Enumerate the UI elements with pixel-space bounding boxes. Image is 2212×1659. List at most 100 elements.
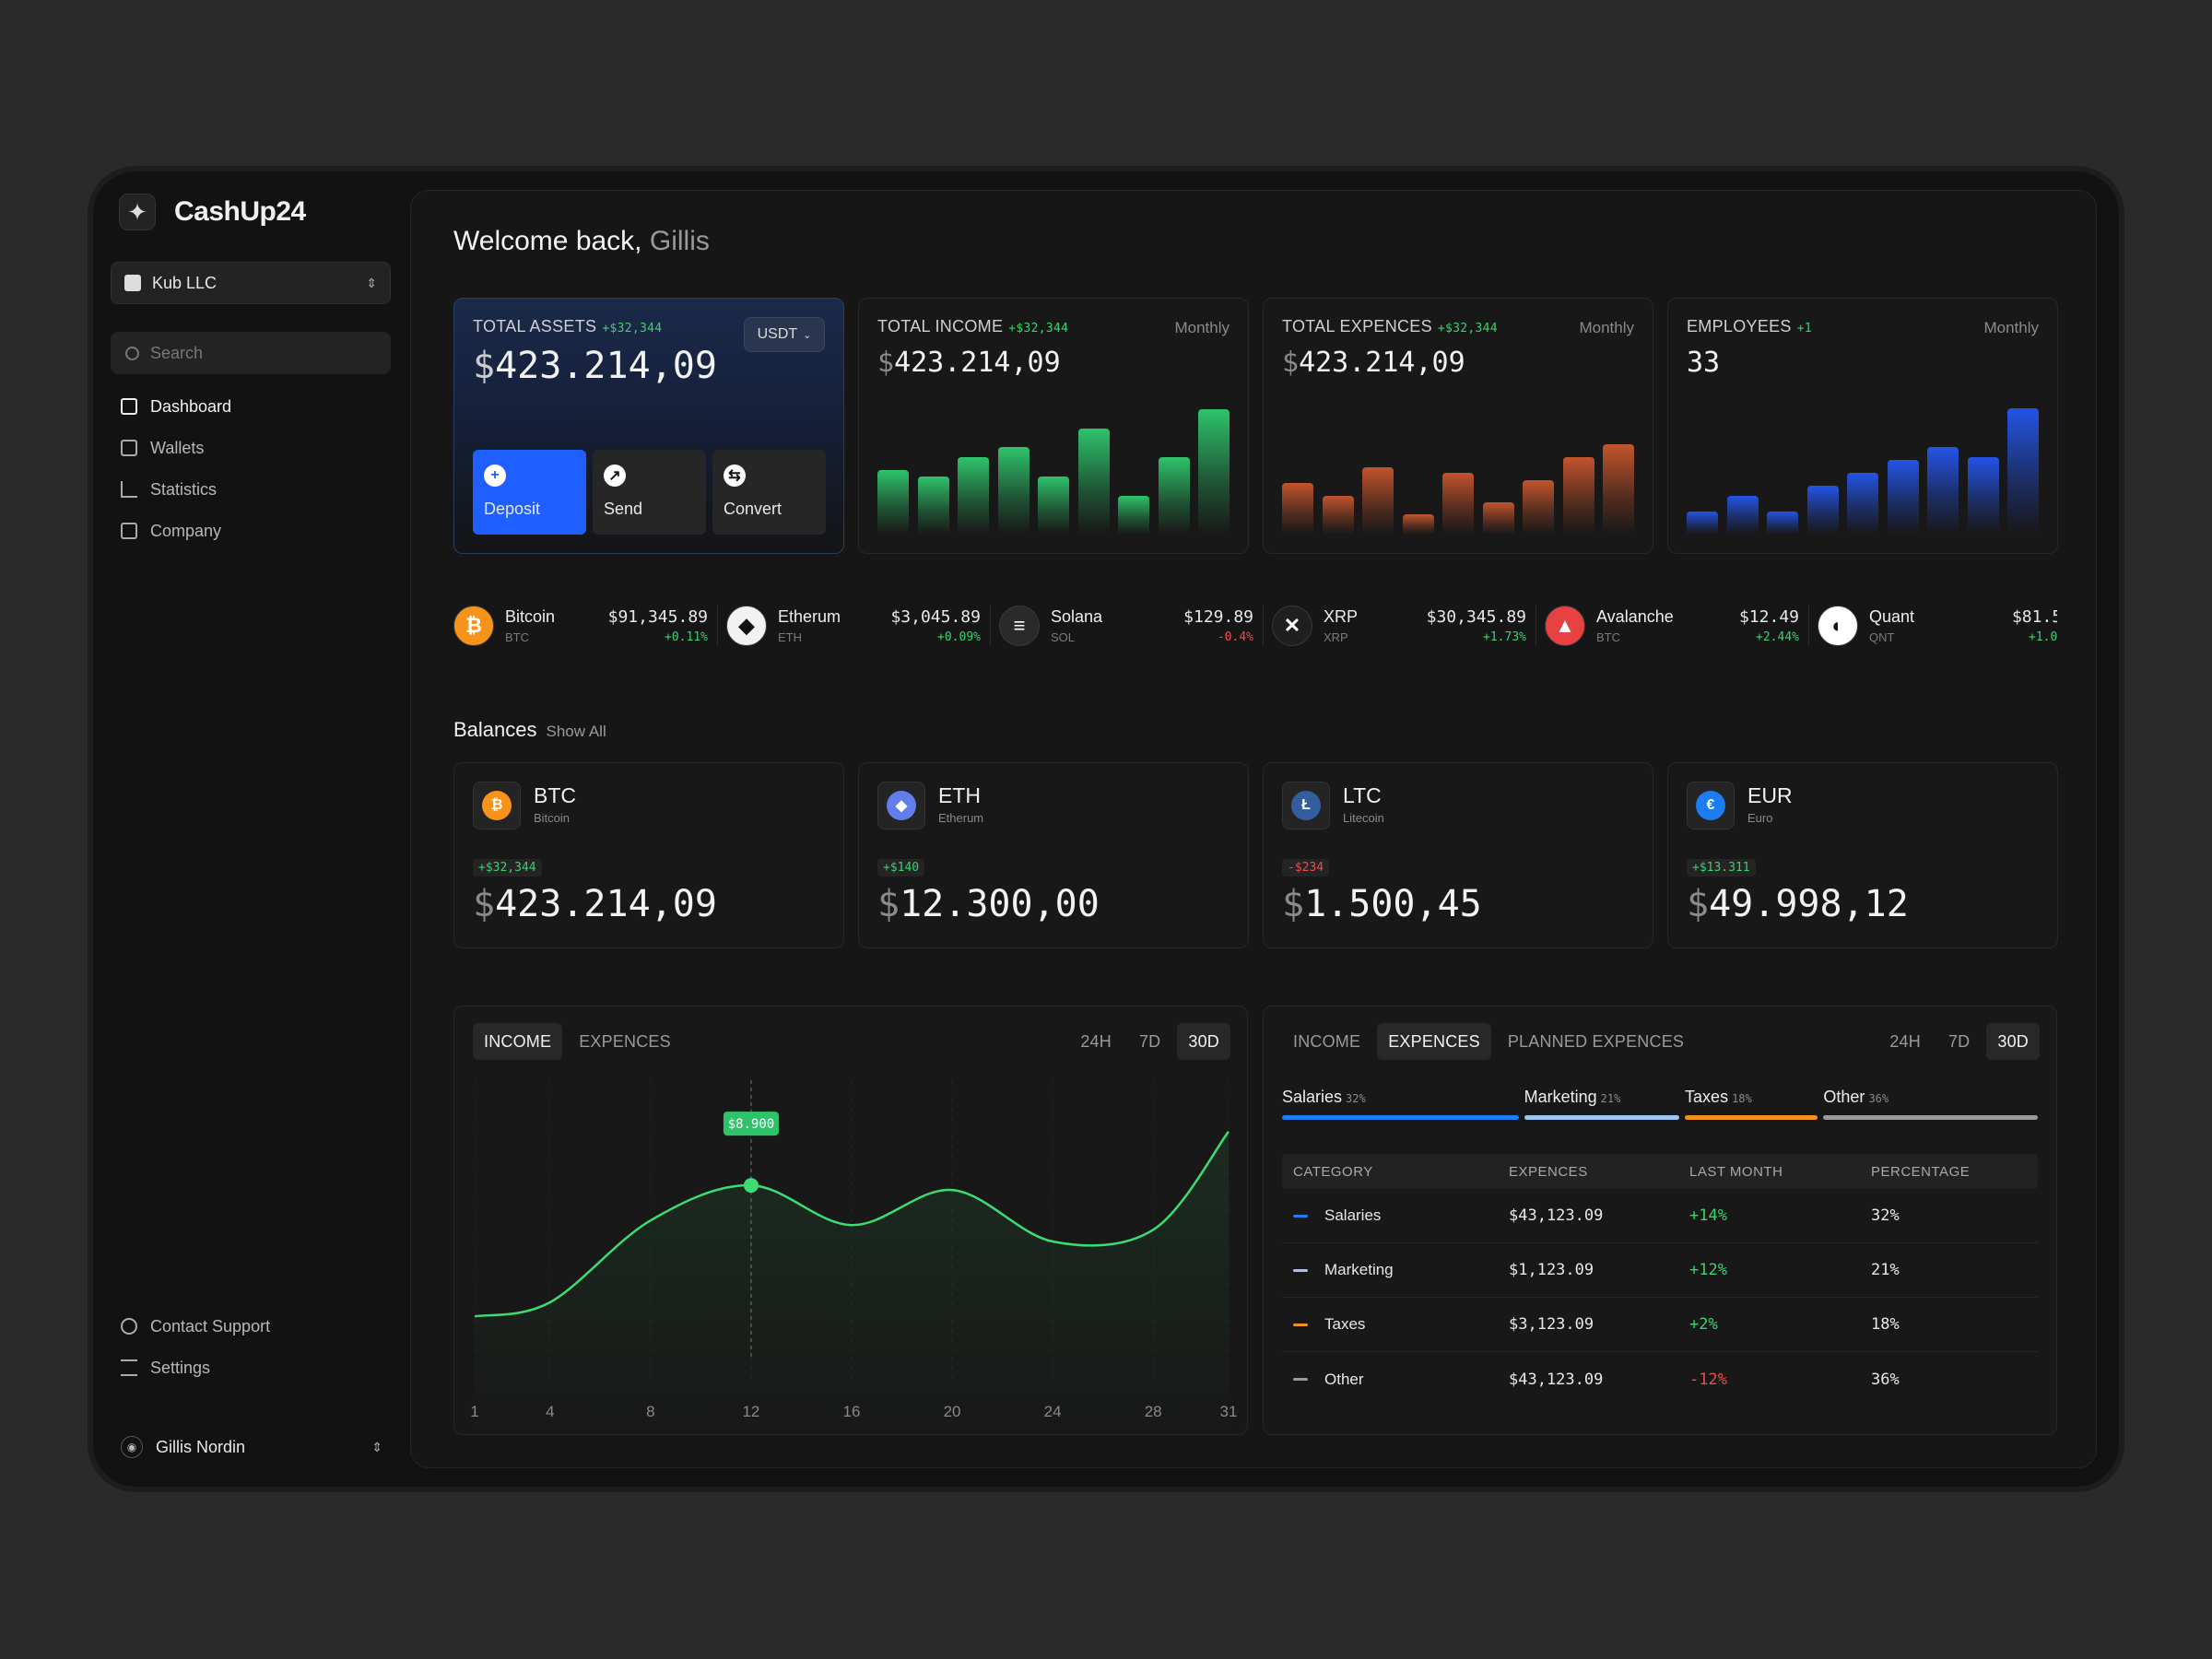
- send-button[interactable]: ↗ Send: [593, 450, 706, 535]
- cell-percentage: 36%: [1871, 1370, 1900, 1389]
- tooltip-box: [723, 1112, 779, 1136]
- nav-item-wallets[interactable]: Wallets: [121, 438, 231, 458]
- page-title: Welcome back, Gillis: [453, 226, 710, 257]
- segment-name: Marketing: [1524, 1088, 1597, 1106]
- search-input[interactable]: Search: [111, 332, 391, 374]
- tab-expences[interactable]: EXPENCES: [1377, 1023, 1491, 1060]
- chevron-updown-icon: ⇕: [371, 1439, 382, 1454]
- range-30d[interactable]: 30D: [1986, 1023, 2040, 1060]
- coin-label: Quant: [1869, 607, 1915, 626]
- total-expenses-value: $423.214,09: [1282, 347, 1465, 379]
- convert-button[interactable]: ⇆ Convert: [712, 450, 826, 535]
- employees-bar-chart: [1687, 406, 2039, 535]
- balance-card-ltc[interactable]: Ł LTC Litecoin -$234 $1.500,45: [1263, 762, 1653, 948]
- nav-item-settings[interactable]: Settings: [121, 1358, 270, 1378]
- balance-card-eth[interactable]: ◆ ETH Etherum +$140 $12.300,00: [858, 762, 1249, 948]
- cell-expences: $3,123.09: [1509, 1315, 1594, 1334]
- coin-price: $30,345.89 +1.73%: [1427, 607, 1526, 644]
- ticker-item[interactable]: ✕ XRP XRP $30,345.89 +1.73%: [1263, 593, 1545, 659]
- user-menu[interactable]: ◉ Gillis Nordin ⇕: [121, 1436, 382, 1458]
- coin-symbol: ETH: [778, 630, 802, 644]
- balance-card-btc[interactable]: ₿ BTC Bitcoin +$32,344 $423.214,09: [453, 762, 844, 948]
- cell-category: Salaries: [1282, 1206, 1509, 1225]
- col-expences: EXPENCES: [1509, 1163, 1588, 1180]
- nav-label: Company: [150, 521, 222, 540]
- coin-name: Solana SOL: [1051, 607, 1102, 644]
- tab-planned-expences[interactable]: PLANNED EXPENCES: [1507, 1031, 1685, 1051]
- x-tick-label: 28: [1144, 1403, 1162, 1420]
- range-7d[interactable]: 7D: [1947, 1031, 1971, 1051]
- category-label: Taxes: [1324, 1315, 1366, 1333]
- x-tick-label: 8: [646, 1403, 655, 1420]
- tab-income[interactable]: INCOME: [1293, 1031, 1361, 1051]
- balance-symbol: ETH: [938, 783, 981, 807]
- cell-last-month: +12%: [1689, 1261, 1727, 1279]
- divider: [990, 606, 991, 646]
- bar: [1687, 511, 1718, 535]
- show-all-link[interactable]: Show All: [546, 723, 606, 740]
- change: +1.04%: [2029, 630, 2057, 644]
- segment-bar: [1282, 1115, 1519, 1120]
- ticker-item[interactable]: ₿ Bitcoin BTC $91,345.89 +0.11%: [453, 593, 726, 659]
- tab-income[interactable]: INCOME: [473, 1023, 563, 1060]
- delta-badge: +$32,344: [602, 322, 663, 335]
- bar: [1482, 502, 1514, 535]
- segment-percent: 21%: [1600, 1092, 1621, 1105]
- btc-coin-icon: ₿: [482, 791, 512, 820]
- income-series-line: [474, 1130, 1230, 1318]
- price: $12.49: [1738, 607, 1799, 627]
- change: +2.44%: [1756, 630, 1799, 644]
- nav-item-statistics[interactable]: Statistics: [121, 479, 231, 500]
- balance-card-eur[interactable]: € EUR Euro +$13.311 $49.998,12: [1667, 762, 2058, 948]
- col-category: CATEGORY: [1293, 1163, 1373, 1180]
- bar: [917, 477, 949, 535]
- cell-last-month: +2%: [1689, 1315, 1718, 1334]
- sidebar: ✦ CashUp24 Kub LLC ⇕ Search Dashboard Wa…: [93, 171, 397, 1487]
- cell-percentage: 18%: [1871, 1315, 1900, 1334]
- ticker-item[interactable]: ◆ Etherum ETH $3,045.89 +0.09%: [717, 593, 999, 659]
- bar: [1523, 480, 1554, 535]
- x-tick-label: 16: [842, 1403, 861, 1420]
- balance-change: +$32,344: [473, 859, 542, 877]
- range-24h[interactable]: 24H: [1889, 1031, 1921, 1051]
- segment-label: Marketing 21%: [1524, 1088, 1679, 1107]
- plus-icon: +: [484, 465, 506, 487]
- amount: 423.214,09: [495, 883, 717, 925]
- deposit-label: Deposit: [484, 500, 541, 518]
- main-content: Welcome back, Gillis TOTAL ASSETS +$32,34…: [410, 190, 2097, 1468]
- logo[interactable]: ✦ CashUp24: [119, 194, 306, 230]
- ticker-item[interactable]: ≡ Solana SOL $129.89 -0.4%: [990, 593, 1272, 659]
- eth-coin-icon: ◆: [887, 791, 916, 820]
- cell-expences: $1,123.09: [1509, 1261, 1594, 1279]
- table-row[interactable]: Other $43,123.09 -12% 36%: [1282, 1352, 2038, 1406]
- balance-amount: $49.998,12: [1687, 883, 1909, 925]
- deposit-button[interactable]: + Deposit: [473, 450, 586, 535]
- income-area: [475, 1131, 1229, 1434]
- currency-select[interactable]: USDT ⌄: [744, 317, 825, 352]
- segment-taxes: Taxes 18%: [1685, 1088, 1818, 1120]
- nav-item-company[interactable]: Company: [121, 521, 231, 541]
- expenses-bar-chart: [1282, 406, 1634, 535]
- balance-symbol: LTC: [1343, 783, 1382, 807]
- range-7d[interactable]: 7D: [1138, 1031, 1161, 1051]
- price: $129.89: [1183, 607, 1253, 627]
- nav-item-dashboard[interactable]: Dashboard: [121, 396, 231, 417]
- delta-badge: +$32,344: [1437, 322, 1498, 335]
- hover-point[interactable]: [743, 1178, 759, 1194]
- coin-label: Solana: [1051, 607, 1103, 626]
- range-30d[interactable]: 30D: [1177, 1023, 1230, 1060]
- table-row[interactable]: Salaries $43,123.09 +14% 32%: [1282, 1189, 2038, 1243]
- ticker-item[interactable]: ◐ Quant QNT $81.50 +1.04%: [1808, 593, 2057, 659]
- table-row[interactable]: Marketing $1,123.09 +12% 21%: [1282, 1243, 2038, 1298]
- tab-expences[interactable]: EXPENCES: [579, 1031, 671, 1051]
- price: $30,345.89: [1426, 607, 1526, 627]
- balances-title: Balances: [453, 718, 537, 741]
- company-switcher[interactable]: Kub LLC ⇕: [111, 262, 391, 304]
- balance-change: +$13.311: [1687, 859, 1756, 877]
- currency-symbol: $: [1282, 883, 1305, 925]
- ticker-item[interactable]: ▲ Avalanche BTC $12.49 +2.44%: [1535, 593, 1818, 659]
- table-row[interactable]: Taxes $3,123.09 +2% 18%: [1282, 1298, 2038, 1352]
- range-24h[interactable]: 24H: [1080, 1031, 1112, 1051]
- col-last-month: LAST MONTH: [1689, 1163, 1783, 1180]
- nav-item-contact-support[interactable]: Contact Support: [121, 1316, 270, 1336]
